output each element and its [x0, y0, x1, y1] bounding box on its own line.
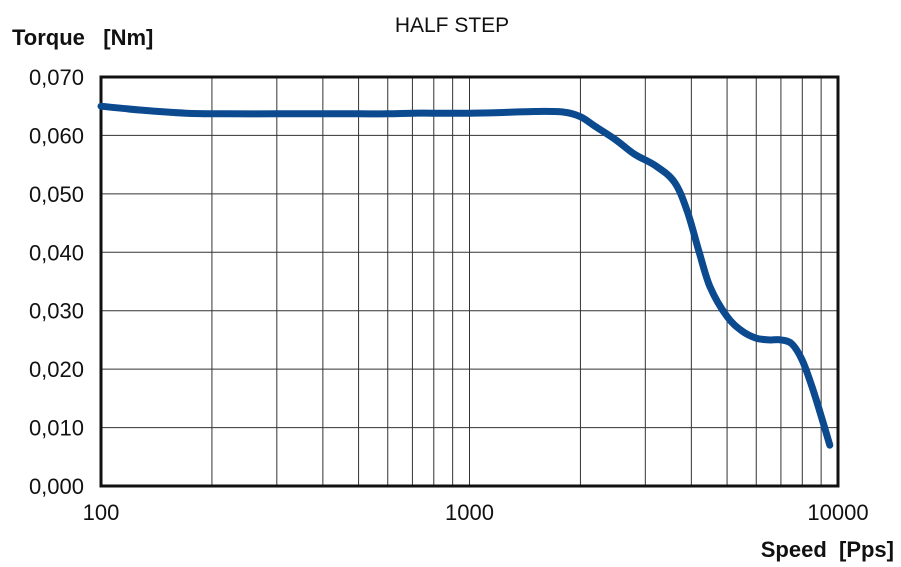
- y-tick-label: 0,030: [29, 299, 84, 324]
- x-tick-label: 1000: [445, 500, 494, 525]
- y-tick-label: 0,050: [29, 182, 84, 207]
- y-tick-label: 0,060: [29, 123, 84, 148]
- y-tick-label: 0,070: [29, 65, 84, 90]
- y-tick-labels: 0,000 0,010 0,020 0,030 0,040 0,050 0,060 0,070: [29, 65, 84, 499]
- y-axis-label: Torque [Nm]: [12, 25, 153, 50]
- grid: [101, 77, 838, 486]
- chart-title: HALF STEP: [395, 14, 509, 37]
- y-tick-label: 0,010: [29, 416, 84, 441]
- y-tick-label: 0,020: [29, 357, 84, 382]
- x-axis-label: Speed [Pps]: [761, 537, 894, 562]
- plot-frame: [99, 75, 840, 488]
- y-tick-label: 0,040: [29, 240, 84, 265]
- torque-curve-line: [97, 102, 834, 449]
- x-tick-label: 100: [83, 500, 120, 525]
- x-tick-labels: 100 1000 10000: [83, 500, 869, 525]
- y-tick-label: 0,000: [29, 474, 84, 499]
- x-tick-label: 10000: [807, 500, 868, 525]
